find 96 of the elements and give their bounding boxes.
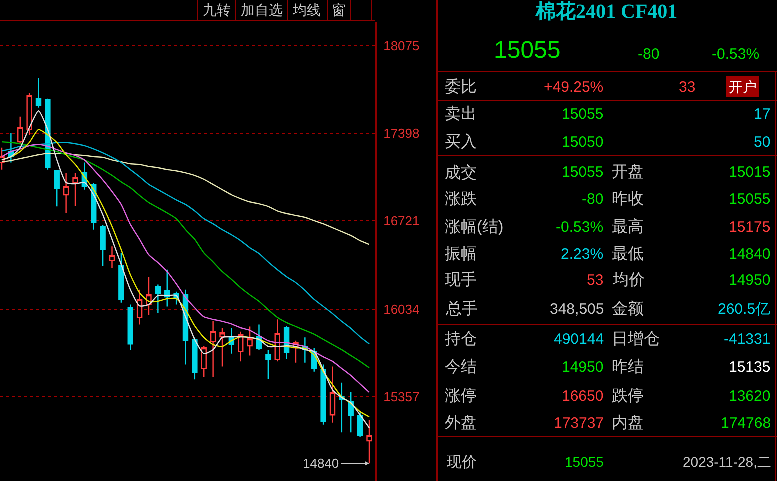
text: 跌停 [612, 388, 644, 405]
text: 涨幅(结) [445, 218, 504, 236]
candlestick [63, 172, 70, 214]
text: 均价 [612, 272, 645, 289]
candlestick [256, 324, 262, 351]
text: 14840 [729, 246, 771, 263]
candlestick [348, 392, 354, 434]
candlestick [36, 78, 42, 108]
candlestick [155, 284, 162, 314]
text: 15135 [729, 359, 771, 376]
text: 174768 [721, 415, 772, 432]
candlestick [201, 345, 207, 378]
y-tick-label: 15357 [384, 389, 420, 404]
candlestick [109, 246, 116, 269]
text: 持仓 [445, 330, 477, 348]
text: 总手 [445, 300, 478, 318]
candlestick [220, 327, 226, 368]
text: 348,505 [550, 301, 604, 318]
candlestick [128, 304, 134, 351]
text: 15015 [729, 164, 771, 181]
text: 33 [679, 79, 696, 96]
text: 窗 [332, 2, 346, 18]
text: 15050 [562, 134, 604, 151]
text: 日增仓 [612, 331, 660, 348]
text: +49.25% [544, 79, 604, 96]
candlestick [26, 92, 32, 136]
text: 14950 [562, 359, 604, 376]
text: 最高 [612, 218, 644, 236]
text: 53 [587, 272, 604, 289]
text: 成交 [445, 164, 477, 182]
text: 50 [754, 134, 771, 151]
text: 涨跌 [445, 190, 477, 208]
text: 173737 [554, 415, 604, 432]
text: 振幅 [445, 246, 477, 263]
text: 2.23% [561, 246, 604, 263]
candlestick [274, 319, 280, 362]
text: 内盘 [612, 414, 644, 432]
line-series [1, 153, 370, 246]
text: 卖出 [445, 105, 477, 123]
candlestick [247, 326, 253, 356]
text: 15055 [565, 454, 604, 470]
candlestick [164, 269, 170, 308]
y-tick-label: 16034 [384, 302, 420, 317]
candlestick [72, 172, 78, 207]
text: 开户 [729, 79, 757, 95]
candlestick [357, 412, 364, 438]
text: 2023-11-28,二 [683, 454, 772, 470]
text: 15055 [729, 191, 771, 208]
annotation: 14840 [303, 456, 340, 471]
text: 13620 [729, 388, 771, 405]
text: -41331 [724, 331, 771, 348]
text: 昨收 [612, 191, 644, 208]
text: 买入 [445, 133, 477, 151]
candlestick [100, 224, 106, 267]
text: 棉花2401 CF401 [535, 1, 678, 23]
candlestick [18, 116, 24, 146]
text: -0.53% [556, 219, 604, 236]
text: 涨停 [445, 387, 477, 405]
text: 490144 [554, 331, 604, 348]
text: -80 [638, 46, 660, 63]
text: 16650 [562, 388, 604, 405]
text: 现价 [447, 454, 477, 471]
candlestick [330, 366, 336, 424]
text: -0.53% [712, 46, 760, 63]
text: 14950 [729, 272, 771, 289]
text: 现手 [445, 271, 477, 289]
candlestick [238, 331, 244, 362]
candlestick [339, 382, 345, 434]
candlestick [320, 364, 326, 426]
text: 加自选 [241, 2, 283, 18]
text: 均线 [292, 2, 321, 18]
text: 最低 [612, 246, 644, 263]
candlestick [118, 252, 124, 304]
text: 金额 [612, 300, 644, 318]
text: 昨结 [612, 358, 644, 376]
candlestick [136, 289, 143, 326]
text: 开盘 [612, 164, 644, 181]
text: 15175 [729, 219, 771, 236]
text: 15055 [562, 164, 604, 181]
candlestick [266, 349, 272, 380]
text: 15055 [562, 106, 604, 123]
text: 260.5亿 [718, 301, 771, 318]
candlestick [192, 337, 198, 380]
text: 17 [754, 106, 771, 123]
candlestick [366, 420, 372, 464]
y-tick-label: 16721 [384, 213, 420, 228]
text: 外盘 [445, 415, 477, 432]
candlestick [54, 170, 60, 208]
text: -80 [582, 191, 604, 208]
text: 委比 [445, 78, 477, 96]
y-tick-label: 17398 [384, 126, 420, 141]
text: 今结 [445, 358, 477, 376]
text: 15055 [494, 37, 561, 64]
y-tick-label: 18075 [384, 38, 420, 54]
text: 九转 [203, 2, 231, 18]
candlestick [210, 320, 216, 378]
